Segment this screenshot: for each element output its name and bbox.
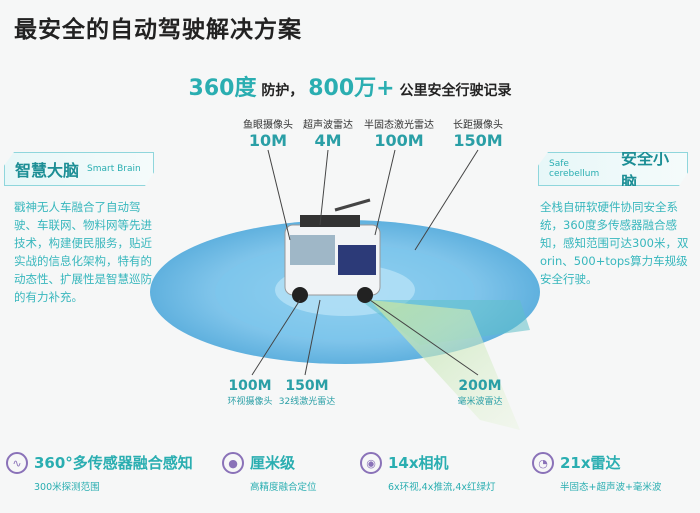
headline: 360度 防护， 800万+ 公里安全行驶记录 bbox=[0, 70, 700, 102]
sensor-label: 32线激光雷达 bbox=[278, 397, 336, 407]
sensor-value: 100M bbox=[374, 131, 424, 150]
panel-title: 智慧大脑 bbox=[15, 161, 80, 180]
sensor-long-range-camera: 长距摄像头 150M bbox=[433, 116, 523, 150]
sensor-label: 长距摄像头 bbox=[453, 120, 503, 131]
left-panel: 智慧大脑 Smart Brain bbox=[4, 152, 154, 186]
sensor-value: 150M bbox=[285, 378, 329, 394]
right-panel: Safe cerebellum 安全小脑 bbox=[538, 152, 688, 186]
sensor-label: 毫米波雷达 bbox=[457, 397, 503, 407]
sensor-value: 150M bbox=[453, 131, 503, 150]
panel-subtitle: Safe cerebellum bbox=[549, 159, 600, 179]
sensor-fisheye-camera: 鱼眼摄像头 10M bbox=[223, 116, 313, 150]
sensor-mmwave-radar: 200M 毫米波雷达 bbox=[435, 378, 525, 407]
headline-num2: 800万+ bbox=[308, 76, 395, 101]
feature-radars: ◔ 21x雷达半固态+超声波+毫米波 bbox=[532, 452, 661, 493]
feature-sub: 高精度融合定位 bbox=[250, 482, 317, 493]
feature-positioning: ● 厘米级高精度融合定位 bbox=[222, 452, 317, 493]
headline-text1: 防护， bbox=[256, 83, 304, 99]
page-title: 最安全的自动驾驶解决方案 bbox=[14, 16, 302, 43]
camera-icon: ◉ bbox=[360, 452, 382, 474]
sensor-value: 100M bbox=[228, 378, 272, 394]
radar-beam bbox=[370, 300, 520, 430]
feature-title: 21x雷达 bbox=[560, 454, 621, 472]
feature-sub: 300米探测范围 bbox=[34, 482, 100, 493]
feature-sub: 6x环视,4x推流,4x红绿灯 bbox=[388, 482, 496, 493]
left-panel-header: 智慧大脑 Smart Brain bbox=[4, 152, 154, 186]
feature-title: 厘米级 bbox=[250, 454, 296, 472]
feature-sensor-fusion: ∿ 360°多传感器融合感知 300米探测范围 bbox=[6, 452, 193, 493]
right-panel-header: Safe cerebellum 安全小脑 bbox=[538, 152, 688, 186]
sensor-label: 超声波雷达 bbox=[303, 120, 353, 131]
vehicle-graphic bbox=[284, 198, 381, 303]
sensor-solid-state-lidar: 半固态激光雷达 100M bbox=[354, 116, 444, 150]
feature-sub: 半固态+超声波+毫米波 bbox=[560, 482, 662, 493]
headline-num1: 360度 bbox=[188, 76, 257, 101]
target-icon: ● bbox=[222, 452, 244, 474]
panel-title: 安全小脑 bbox=[620, 149, 669, 192]
radar-icon: ◔ bbox=[532, 452, 554, 474]
sensor-value: 200M bbox=[458, 378, 502, 394]
sensor-ultrasonic-radar: 超声波雷达 4M bbox=[283, 116, 373, 150]
sensor-label: 环视摄像头 bbox=[227, 397, 273, 407]
sensor-label: 鱼眼摄像头 bbox=[243, 120, 293, 131]
sensor-32-line-lidar: 150M 32线激光雷达 bbox=[262, 378, 352, 407]
feature-title: 360°多传感器融合感知 bbox=[34, 454, 193, 472]
headline-text2: 公里安全行驶记录 bbox=[394, 83, 512, 99]
panel-subtitle: Smart Brain bbox=[87, 164, 141, 174]
sensor-surround-camera: 100M 环视摄像头 bbox=[205, 378, 295, 407]
sensor-label: 半固态激光雷达 bbox=[364, 120, 434, 131]
sensor-value: 10M bbox=[248, 131, 288, 150]
feature-cameras: ◉ 14x相机 6x环视,4x推流,4x红绿灯 bbox=[360, 452, 496, 493]
sensor-value: 4M bbox=[314, 131, 342, 150]
right-panel-text: 全栈自研软硬件协同安全系统，360度多传感器融合感知，感知范围可达300米，双o… bbox=[540, 200, 689, 286]
left-panel-text: 戳神无人车融合了自动驾驶、车联网、物料网等先进技术，构建便民服务，贴近实战的信息… bbox=[14, 200, 152, 304]
feature-title: 14x相机 bbox=[388, 454, 449, 472]
waveform-icon: ∿ bbox=[6, 452, 28, 474]
